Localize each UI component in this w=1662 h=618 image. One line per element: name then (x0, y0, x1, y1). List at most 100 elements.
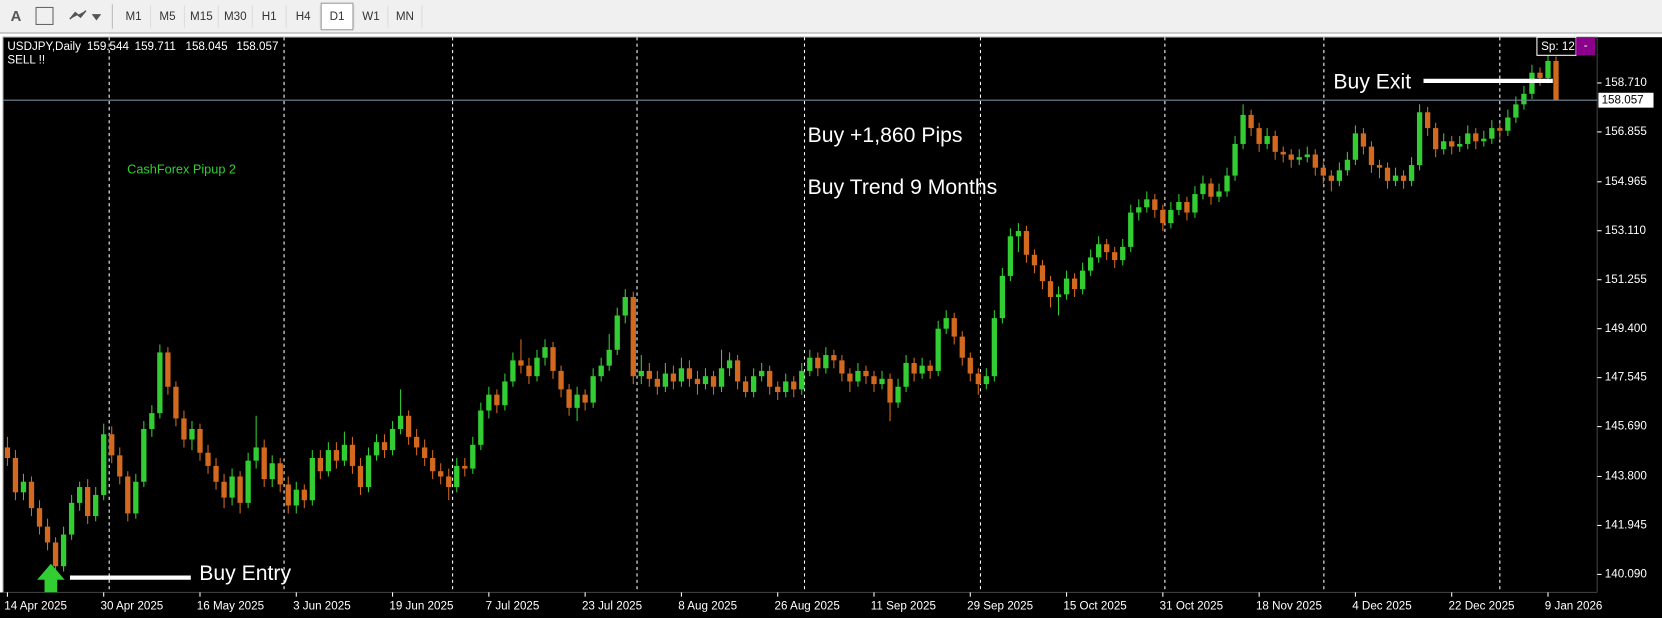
timeframe-button[interactable]: W1 (362, 10, 379, 23)
candle-body (807, 357, 813, 371)
candle-body (574, 394, 580, 408)
candle-body (237, 476, 243, 503)
timeframe-button[interactable]: M30 (224, 10, 247, 23)
candle-body (927, 365, 933, 371)
timeframe-button[interactable]: H1 (262, 10, 277, 23)
price-tag (1598, 92, 1654, 108)
candle-body (1031, 254, 1038, 266)
candle-body (678, 368, 685, 382)
candle-body (1513, 104, 1519, 118)
candle-body (1264, 136, 1270, 144)
open-value: 159.544 (87, 40, 130, 53)
candle-body (213, 465, 219, 482)
y-tick-label: 141.945 (1605, 519, 1647, 532)
candle-body (173, 386, 179, 419)
candle-body (1441, 141, 1447, 150)
spread-button[interactable] (1576, 37, 1596, 56)
candle-body (1184, 201, 1190, 213)
candle-body (285, 484, 291, 506)
candle-body (1144, 199, 1150, 208)
x-tick-label: 31 Oct 2025 (1160, 599, 1223, 612)
x-tick-label: 16 May 2025 (197, 599, 264, 612)
candle-body (486, 394, 492, 411)
candle-body (783, 381, 789, 393)
candle-body (726, 360, 733, 369)
candle-body (93, 494, 99, 517)
candle-body (895, 386, 901, 403)
candle-body (1112, 252, 1118, 261)
candle-body (614, 315, 620, 350)
annotation: Buy +1,860 Pips (808, 124, 963, 147)
candle-body (301, 489, 307, 501)
y-tick-label: 143.800 (1605, 470, 1648, 483)
x-tick-label: 29 Sep 2025 (967, 599, 1033, 612)
candle-body (341, 444, 348, 461)
candle-body (229, 476, 235, 498)
candle-body (1537, 72, 1543, 78)
candle-body (1240, 114, 1246, 144)
candle-body (1152, 199, 1158, 210)
candle-body (1449, 141, 1455, 147)
candle-body (638, 370, 644, 377)
timeframe-button[interactable]: D1 (330, 10, 345, 23)
candle-body (277, 463, 283, 485)
text-tool-icon[interactable] (35, 6, 54, 25)
candle-body (125, 476, 131, 514)
timeframe-button[interactable]: MN (396, 10, 414, 23)
candle-body (1416, 112, 1423, 166)
candle-body (430, 458, 436, 472)
candle-body (662, 373, 669, 387)
font-button[interactable]: A (11, 9, 22, 25)
y-tick-label: 151.255 (1605, 273, 1647, 286)
candle-body (1304, 154, 1310, 158)
objects-icon[interactable] (69, 10, 102, 21)
candle-body (20, 481, 27, 493)
timeframe-button[interactable]: M15 (190, 10, 213, 23)
candle-body (454, 465, 460, 488)
candle-body (1465, 133, 1471, 144)
active-button[interactable] (320, 2, 354, 31)
candle-body (879, 378, 885, 385)
x-tick-label: 26 Aug 2025 (775, 599, 840, 612)
x-tick-label: 14 Apr 2025 (4, 599, 67, 612)
candle-body (871, 376, 877, 385)
candle-body (197, 428, 203, 453)
candle-body (775, 386, 781, 393)
timeframe-button[interactable]: M1 (125, 10, 141, 23)
candle-body (1136, 207, 1142, 213)
candle-body (1481, 138, 1487, 142)
candle-body (734, 360, 741, 382)
candle-body (462, 465, 468, 469)
symbol: USDJPY,Daily (7, 40, 81, 53)
candle-body (205, 452, 211, 466)
spread-button-label[interactable]: - (1584, 39, 1588, 52)
y-tick-label: 154.965 (1605, 175, 1647, 188)
candle-body (526, 365, 532, 377)
candle-body (1424, 112, 1431, 129)
candle-body (502, 381, 508, 406)
x-tick-label: 15 Oct 2025 (1063, 599, 1126, 612)
candle-body (919, 365, 925, 374)
candle-body (357, 465, 364, 488)
timeframe-button[interactable]: M5 (159, 10, 175, 23)
candle-body (309, 458, 315, 501)
candle-body (1457, 143, 1463, 147)
candle-body (1529, 72, 1535, 94)
candle-body (1023, 231, 1030, 255)
candle-body (887, 378, 893, 403)
timeframe-button[interactable]: H4 (296, 10, 311, 23)
candle-body (967, 357, 973, 374)
candle-body (349, 444, 356, 466)
candle-body (1505, 117, 1511, 131)
candle-body (1063, 278, 1070, 295)
candle-body (518, 360, 524, 366)
candle-body (1216, 191, 1222, 197)
candle-body (413, 436, 420, 448)
candle-body (141, 428, 147, 482)
candle-body (221, 481, 227, 498)
candle-body (1055, 294, 1062, 298)
candle-body (333, 450, 340, 461)
candle-body (253, 447, 259, 461)
candle-body (558, 370, 564, 390)
